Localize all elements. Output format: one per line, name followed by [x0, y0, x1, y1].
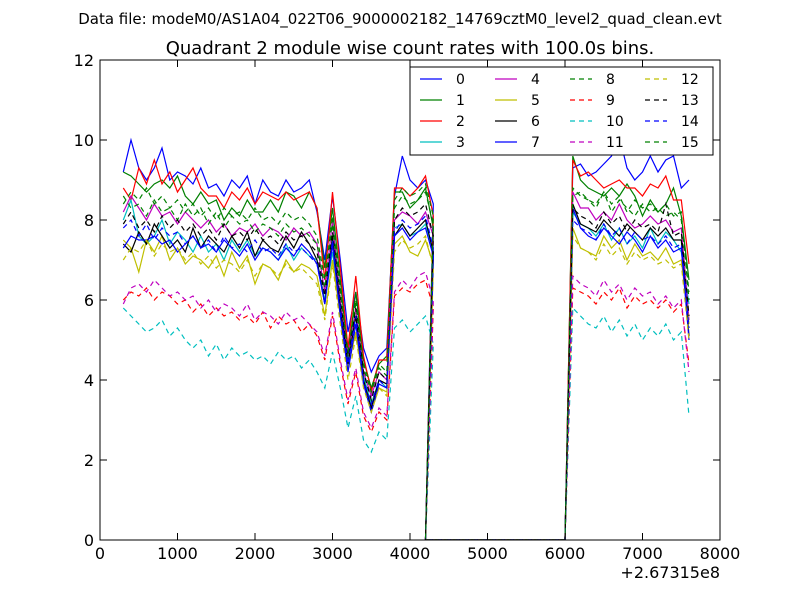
legend-label-10: 10: [606, 114, 624, 130]
series-line-5: [122, 227, 690, 540]
series-line-0: [122, 134, 690, 540]
legend-label-15: 15: [681, 135, 699, 151]
legend-label-1: 1: [456, 93, 465, 109]
x-tick-label: 2000: [235, 544, 276, 563]
legend-label-14: 14: [681, 114, 699, 130]
y-tick-label: 2: [84, 451, 94, 470]
y-tick-label: 10: [74, 131, 94, 150]
legend-label-11: 11: [606, 135, 624, 151]
y-tick-label: 4: [84, 371, 94, 390]
x-tick-label: 7000: [622, 544, 663, 563]
series-line-4: [122, 191, 690, 540]
y-tick-label: 12: [74, 51, 94, 70]
legend-label-2: 2: [456, 114, 465, 130]
x-tick-label: 1000: [157, 544, 198, 563]
x-tick-label: 3000: [312, 544, 353, 563]
x-tick-label: 5000: [467, 544, 508, 563]
chart-suptitle: Data file: modeM0/AS1A04_022T06_90000021…: [78, 10, 722, 29]
series-line-1: [123, 155, 690, 540]
series-line-13: [122, 201, 690, 540]
y-tick-label: 8: [84, 211, 94, 230]
series-line-8: [122, 190, 690, 540]
legend-label-4: 4: [531, 72, 540, 88]
series-line-7: [122, 207, 690, 540]
series-line-15: [122, 182, 690, 540]
legend-label-3: 3: [456, 135, 465, 151]
y-tick-label: 6: [84, 291, 94, 310]
chart-title: Quadrant 2 module wise count rates with …: [166, 38, 655, 59]
legend-label-7: 7: [531, 135, 540, 151]
series-line-9: [122, 279, 690, 540]
legend-label-8: 8: [606, 72, 615, 88]
legend-label-0: 0: [456, 72, 465, 88]
x-tick-label: 0: [95, 544, 105, 563]
x-tick-label: 4000: [390, 544, 431, 563]
x-tick-label: 6000: [545, 544, 586, 563]
x-axis-ticks: 0 1000 2000 3000 4000 5000 6000 7000 8000: [95, 60, 740, 563]
legend-label-13: 13: [681, 93, 699, 109]
legend-frame: [409, 66, 714, 156]
series-line-6: [122, 203, 690, 540]
legend-label-9: 9: [606, 93, 615, 109]
series-line-3: [122, 197, 690, 540]
series-layer: [122, 134, 690, 540]
legend-label-6: 6: [531, 114, 540, 130]
legend-label-5: 5: [531, 93, 540, 109]
legend-label-12: 12: [681, 72, 699, 88]
series-line-11: [122, 271, 690, 540]
y-tick-label: 0: [84, 531, 94, 550]
series-line-2: [122, 158, 690, 540]
x-offset-label: +2.67315e8: [620, 563, 720, 582]
x-tick-label: 8000: [700, 544, 741, 563]
